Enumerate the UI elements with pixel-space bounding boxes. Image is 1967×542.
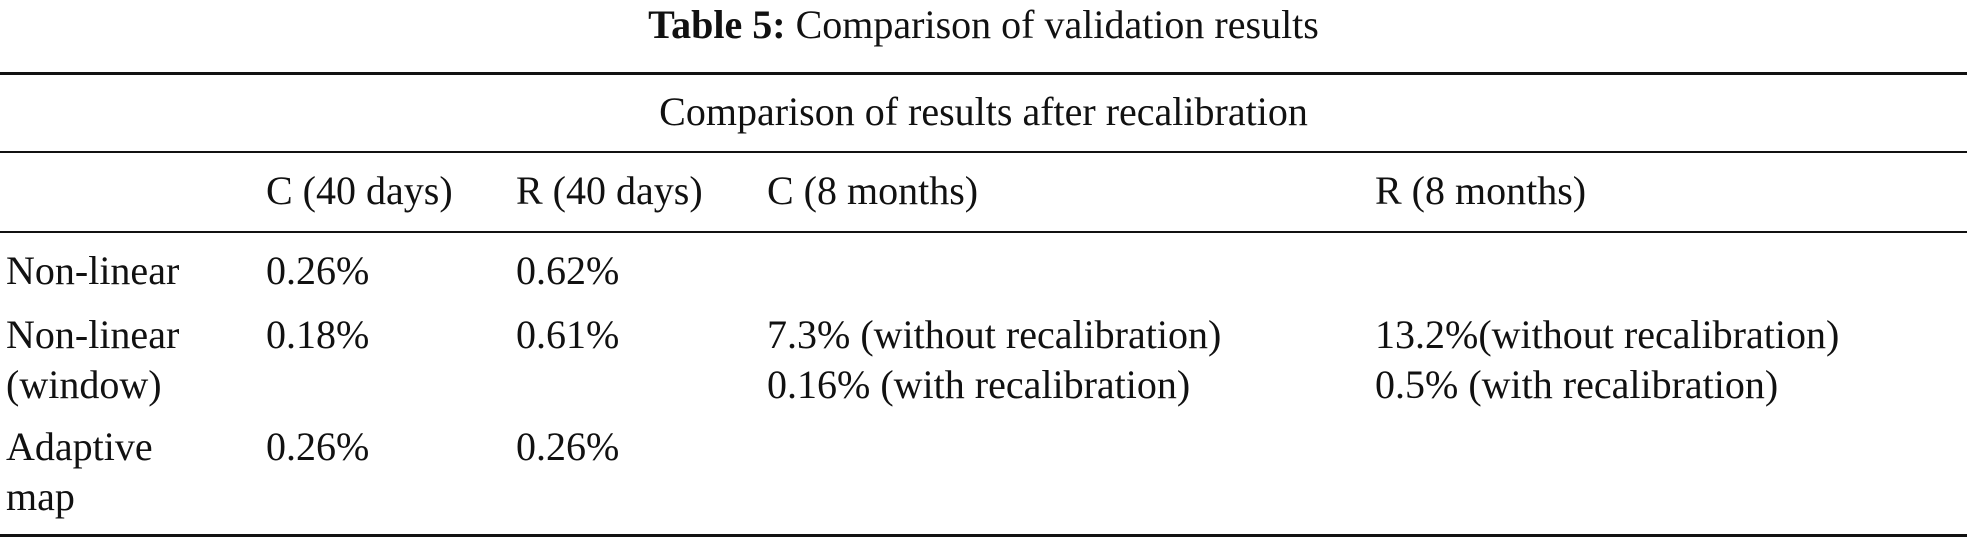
cell-non-linear-c-40-days: 0.26% [266, 248, 370, 293]
column-header-r-40-days: R (40 days) [516, 168, 703, 213]
group-header: Comparison of results after recalibratio… [659, 89, 1308, 134]
column-header-rule [0, 231, 1967, 233]
row-label-adaptive-map-line-2: map [6, 474, 75, 519]
bottom-rule [0, 534, 1967, 537]
row-label-non-linear-window-line-1: Non-linear [6, 312, 180, 357]
group-header-rule [0, 151, 1967, 153]
cell-non-linear-window-r-40-days: 0.61% [516, 312, 620, 357]
cell-adaptive-map-r-40-days: 0.26% [516, 424, 620, 469]
cell-non-linear-window-r-8-months-line-2: 0.5% (with recalibration) [1375, 362, 1779, 407]
cell-adaptive-map-c-40-days: 0.26% [266, 424, 370, 469]
table-caption-label: Table 5: [648, 2, 786, 47]
column-header-r-8-months: R (8 months) [1375, 168, 1587, 213]
cell-non-linear-window-c-40-days: 0.18% [266, 312, 370, 357]
top-rule [0, 72, 1967, 75]
table-caption: Table 5: Comparison of validation result… [0, 0, 1967, 54]
cell-non-linear-window-c-8-months-line-1: 7.3% (without recalibration) [767, 312, 1222, 357]
cell-non-linear-window-r-8-months-line-1: 13.2%(without recalibration) [1375, 312, 1840, 357]
table-caption-text: Comparison of validation results [795, 2, 1319, 47]
column-header-c-8-months: C (8 months) [767, 168, 979, 213]
row-label-adaptive-map-line-1: Adaptive [6, 424, 153, 469]
cell-non-linear-window-c-8-months-line-2: 0.16% (with recalibration) [767, 362, 1191, 407]
column-header-c-40-days: C (40 days) [266, 168, 453, 213]
cell-non-linear-r-40-days: 0.62% [516, 248, 620, 293]
row-label-non-linear: Non-linear [6, 248, 180, 293]
row-label-non-linear-window-line-2: (window) [6, 362, 162, 407]
